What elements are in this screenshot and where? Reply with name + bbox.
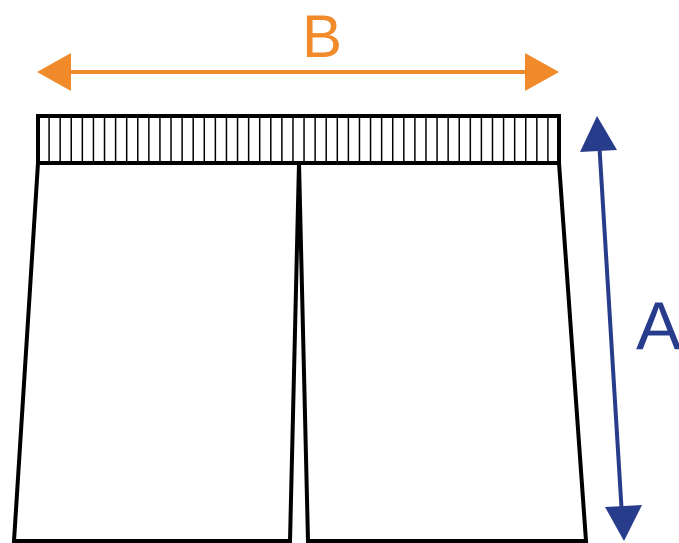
- waistband: [36, 114, 561, 165]
- width-arrow-left-head: [37, 53, 71, 91]
- length-dimension: A: [580, 116, 679, 541]
- right-leg: [296, 161, 589, 543]
- length-arrow-line: [597, 139, 624, 517]
- width-label: B: [302, 3, 342, 70]
- left-leg: [11, 161, 302, 543]
- width-dimension: B: [37, 3, 559, 91]
- shorts-body: [11, 114, 589, 543]
- length-label: A: [636, 288, 679, 364]
- length-arrow-bottom-head: [605, 505, 642, 541]
- waistband-ribbing: [48, 116, 549, 163]
- width-arrow-right-head: [525, 53, 559, 91]
- length-arrow-top-head: [580, 116, 617, 152]
